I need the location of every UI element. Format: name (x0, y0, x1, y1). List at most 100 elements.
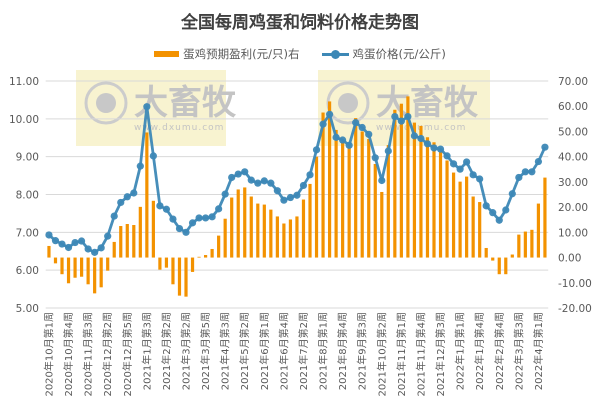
x-tick-label: 2021年6月第4周 (277, 312, 290, 390)
x-tick-label: 2021年11月第4周 (414, 312, 427, 397)
x-tick-label: 2021年2月第2周 (160, 312, 173, 390)
price-point (241, 168, 249, 176)
profit-bar (256, 203, 260, 258)
price-point (71, 238, 79, 247)
profit-bar (504, 257, 508, 275)
price-point (345, 141, 353, 149)
price-point (404, 112, 412, 121)
price-point (84, 245, 92, 253)
price-point (149, 152, 157, 160)
price-point (247, 176, 255, 184)
right-tick-label: 40.00 (558, 152, 588, 164)
x-tick-label: 2021年12月第3周 (434, 312, 447, 397)
price-point (254, 179, 262, 187)
price-point (502, 206, 510, 214)
price-point (51, 237, 60, 245)
x-tick-label: 2021年11月第1周 (395, 312, 408, 397)
legend-label-profit: 蛋鸡预期盈利(元/只)右 (183, 47, 300, 61)
profit-bar (321, 112, 325, 258)
price-point (476, 175, 484, 183)
chart-title: 全国每周鸡蛋和饲料价格走势图 (181, 13, 419, 33)
price-point (482, 202, 490, 210)
price-point (384, 147, 392, 155)
x-tick-label: 2021年7月第2周 (297, 312, 310, 390)
price-point (339, 136, 347, 144)
profit-bar (151, 200, 155, 258)
profit-bar (93, 257, 97, 294)
price-point (352, 119, 360, 127)
left-tick-label: 7.00 (16, 227, 39, 239)
price-point (423, 140, 432, 148)
watermark-text: 大畜牧 (134, 83, 237, 123)
right-tick-label: 10.00 (558, 227, 588, 239)
price-point (521, 168, 529, 176)
profit-bar (164, 257, 169, 268)
profit-bar (79, 257, 84, 277)
legend-swatch-line (321, 49, 349, 59)
price-point (293, 191, 301, 199)
profit-bar (393, 109, 397, 258)
price-point (215, 205, 223, 213)
profit-bar (386, 145, 390, 258)
price-point (208, 213, 216, 221)
price-point (449, 160, 458, 168)
profit-bar (190, 257, 195, 272)
profit-bar (223, 218, 227, 258)
price-point (162, 205, 171, 213)
price-point (495, 216, 503, 224)
profit-bar (60, 257, 64, 275)
price-point (45, 231, 53, 239)
price-point (469, 171, 477, 179)
profit-bar (314, 156, 319, 258)
profit-bar (465, 176, 469, 258)
x-tick-label: 2021年3月第5周 (199, 312, 212, 390)
price-point (430, 144, 438, 152)
price-point (358, 123, 366, 132)
right-tick-label: 0.00 (558, 253, 581, 265)
profit-bar (269, 209, 273, 258)
right-tick-label: -20.00 (558, 303, 592, 315)
profit-bar (177, 257, 182, 296)
x-tick-label: 2022年1月第1周 (454, 312, 467, 390)
price-point (280, 196, 288, 204)
profit-bar (86, 257, 90, 285)
profit-bar (412, 122, 417, 258)
profit-bar (53, 257, 58, 264)
price-point (136, 162, 144, 170)
profit-bar (203, 255, 208, 258)
profit-bar (334, 129, 338, 258)
price-point (443, 152, 451, 160)
legend-item-profit: 蛋鸡预期盈利(元/只)右 (154, 46, 300, 62)
price-point (417, 134, 425, 143)
profit-bar (536, 203, 541, 258)
price-point (169, 215, 177, 223)
price-point (117, 198, 125, 207)
price-point (64, 243, 73, 252)
profit-bar (341, 141, 345, 258)
profit-bar (119, 226, 123, 258)
price-point (299, 181, 308, 190)
left-tick-label: 10.00 (9, 114, 39, 126)
price-point (332, 133, 340, 141)
x-tick-label: 2022年4月第1周 (532, 312, 545, 390)
x-tick-label: 2022年3月第3周 (512, 312, 525, 390)
legend-swatch-bar (154, 51, 180, 57)
legend-item-price: 鸡蛋价格(元/公斤) (321, 46, 446, 62)
left-tick-label: 5.00 (16, 303, 39, 315)
price-point (508, 190, 516, 198)
x-tick-label: 2020年11月第3周 (82, 312, 95, 397)
left-tick-label: 11.00 (9, 76, 39, 88)
x-tick-label: 2021年8月第1周 (317, 312, 330, 390)
profit-bar (425, 137, 430, 258)
price-point (156, 202, 164, 210)
legend-label-price: 鸡蛋价格(元/公斤) (352, 47, 446, 61)
price-point (97, 244, 105, 252)
x-tick-label: 2020年12月第5周 (121, 312, 134, 397)
x-tick-label: 2021年3月第2周 (180, 312, 193, 390)
left-tick-label: 9.00 (16, 152, 39, 164)
price-point (182, 228, 190, 236)
profit-bar (184, 257, 188, 297)
price-point (273, 187, 281, 195)
profit-bar (432, 142, 436, 258)
